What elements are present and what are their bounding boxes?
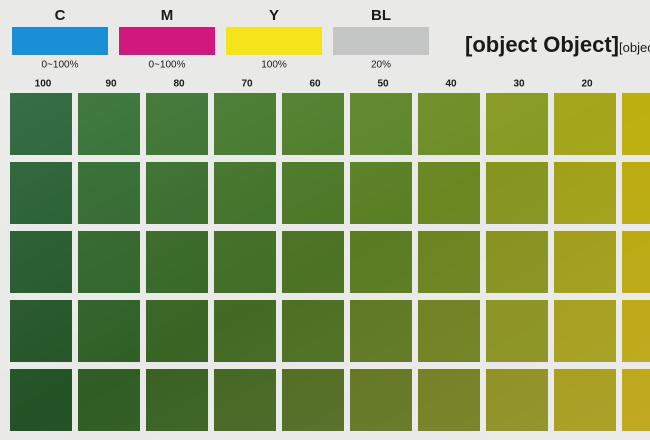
color-patch: [214, 162, 276, 224]
color-patch: [282, 369, 344, 431]
column-label: 50: [377, 79, 389, 90]
color-patch: [486, 369, 548, 431]
color-patch: [350, 369, 412, 431]
color-patch: [214, 369, 276, 431]
color-patch: [554, 369, 616, 431]
column-label: 100: [35, 79, 52, 90]
swatch-letter: M: [161, 7, 174, 24]
color-patch: [622, 231, 650, 293]
swatch-percent: 0~100%: [42, 60, 79, 71]
color-patch: [486, 231, 548, 293]
color-patch: [146, 93, 208, 155]
color-patch: [622, 369, 650, 431]
color-patch: [146, 369, 208, 431]
swatch-percent: 0~100%: [149, 60, 186, 71]
color-patch: [350, 162, 412, 224]
column-label: 60: [309, 79, 321, 90]
swatch-letter: BL: [371, 7, 391, 24]
color-patch: [78, 231, 140, 293]
color-patch: [622, 300, 650, 362]
color-patch: [78, 369, 140, 431]
color-patch: [486, 93, 548, 155]
ink-swatch: [12, 27, 108, 55]
color-patch: [418, 231, 480, 293]
color-patch: [78, 93, 140, 155]
swatch-letter: C: [55, 7, 66, 24]
color-patch: [78, 300, 140, 362]
formula: [object Object][object Object][object Ob…: [465, 32, 650, 57]
color-patch: [78, 162, 140, 224]
color-patch: [554, 231, 616, 293]
formula-letter: [object Object]: [465, 32, 619, 57]
color-patch: [622, 162, 650, 224]
color-patch: [214, 93, 276, 155]
color-patch: [418, 162, 480, 224]
color-patch: [554, 93, 616, 155]
color-patch: [418, 300, 480, 362]
color-patch: [146, 162, 208, 224]
color-patch: [554, 300, 616, 362]
swatch-percent: 100%: [261, 60, 287, 71]
color-patch: [418, 369, 480, 431]
color-patch: [350, 93, 412, 155]
formula-range: [object Object]: [619, 40, 650, 55]
color-patch: [622, 93, 650, 155]
color-patch: [146, 300, 208, 362]
color-patch: [554, 162, 616, 224]
color-patch: [350, 231, 412, 293]
color-patch: [282, 93, 344, 155]
color-patch: [10, 300, 72, 362]
color-patch: [10, 369, 72, 431]
ink-swatch: [333, 27, 429, 55]
color-patch: [418, 93, 480, 155]
color-patch: [10, 231, 72, 293]
color-patch: [214, 231, 276, 293]
column-label: 90: [105, 79, 117, 90]
swatch-percent: 20%: [371, 60, 391, 71]
color-patch: [10, 93, 72, 155]
ink-swatch: [119, 27, 215, 55]
color-patch: [282, 231, 344, 293]
ink-swatch: [226, 27, 322, 55]
color-patch: [214, 300, 276, 362]
color-patch: [10, 162, 72, 224]
swatch-letter: Y: [269, 7, 279, 24]
column-label: 20: [581, 79, 593, 90]
color-patch: [486, 300, 548, 362]
column-label: 80: [173, 79, 185, 90]
color-patch: [146, 231, 208, 293]
color-patch: [350, 300, 412, 362]
color-patch: [282, 300, 344, 362]
color-patch: [486, 162, 548, 224]
color-patch: [282, 162, 344, 224]
column-label: 40: [445, 79, 457, 90]
column-label: 70: [241, 79, 253, 90]
column-label: 30: [513, 79, 525, 90]
